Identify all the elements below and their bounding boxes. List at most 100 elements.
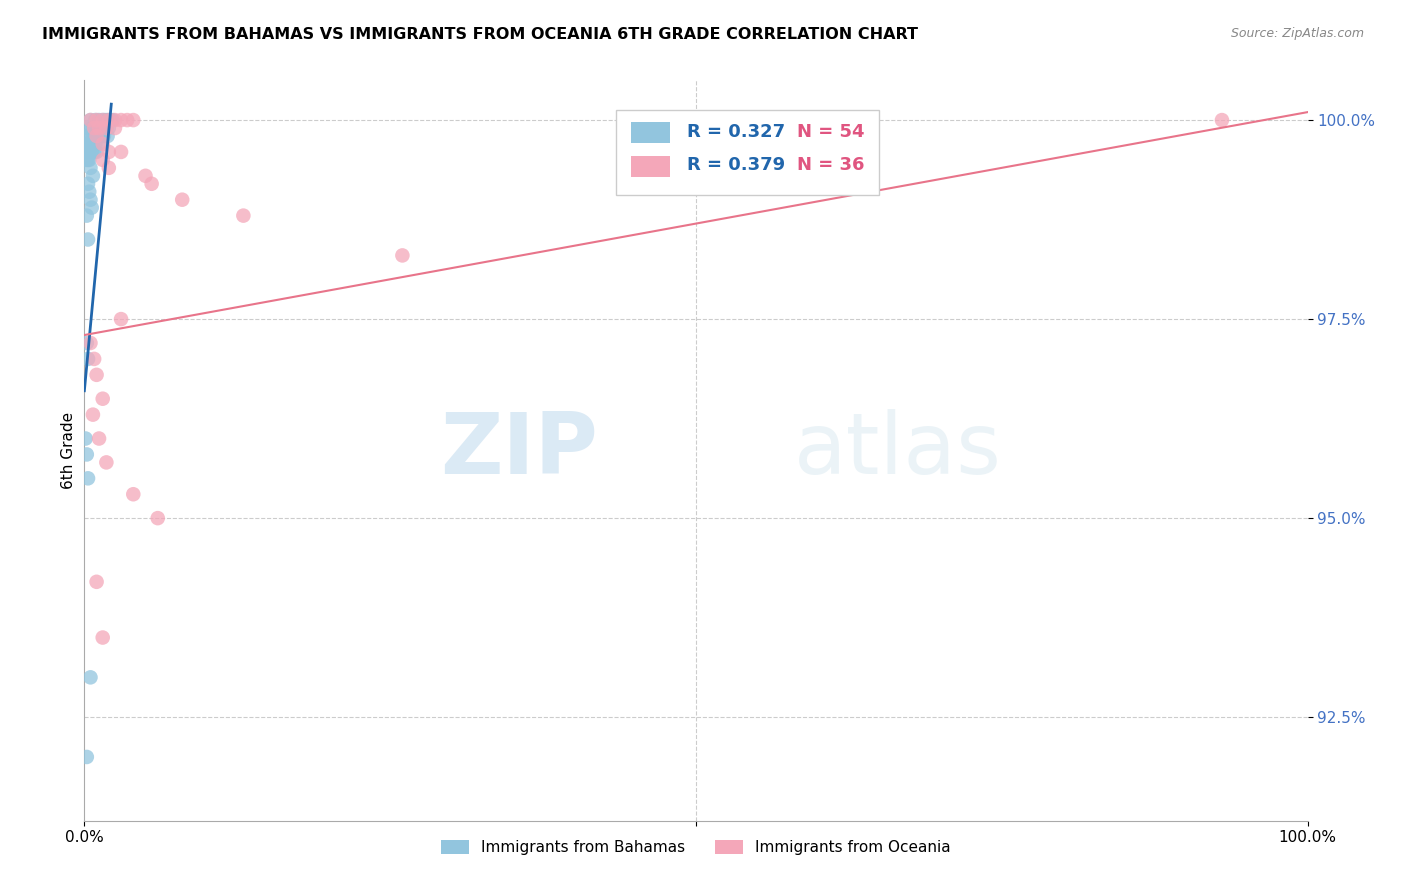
Point: [96, 455, 118, 469]
Bar: [631, 122, 671, 144]
Point: [91, 113, 114, 128]
Bar: [631, 156, 671, 177]
Point: [76, 336, 98, 351]
Point: [104, 113, 127, 128]
Y-axis label: 6th Grade: 6th Grade: [60, 412, 76, 489]
Point: [141, 177, 163, 191]
Point: [79, 670, 101, 684]
Point: [83, 121, 105, 136]
Point: [135, 169, 157, 183]
Point: [91, 392, 114, 406]
Point: [83, 351, 105, 366]
Point: [391, 248, 413, 262]
Point: [75, 432, 97, 446]
Point: [77, 153, 100, 167]
Point: [89, 121, 111, 136]
Text: IMMIGRANTS FROM BAHAMAS VS IMMIGRANTS FROM OCEANIA 6TH GRADE CORRELATION CHART: IMMIGRANTS FROM BAHAMAS VS IMMIGRANTS FR…: [42, 27, 918, 42]
Point: [87, 432, 110, 446]
Point: [76, 447, 98, 461]
Point: [110, 113, 132, 128]
Point: [97, 145, 120, 159]
Point: [172, 193, 194, 207]
Point: [232, 209, 254, 223]
Point: [84, 136, 107, 151]
Point: [77, 145, 100, 159]
Point: [76, 209, 98, 223]
Point: [77, 471, 100, 485]
Point: [86, 121, 108, 136]
Point: [86, 128, 108, 143]
Point: [82, 128, 104, 143]
Point: [97, 121, 120, 136]
Point: [97, 113, 120, 128]
Point: [110, 145, 132, 159]
Point: [115, 113, 138, 128]
Point: [80, 201, 103, 215]
Text: Source: ZipAtlas.com: Source: ZipAtlas.com: [1230, 27, 1364, 40]
Point: [97, 128, 120, 143]
Point: [77, 136, 100, 151]
Point: [84, 113, 107, 128]
Point: [87, 136, 110, 151]
Point: [77, 153, 100, 167]
Point: [80, 145, 103, 159]
Text: N = 54: N = 54: [797, 123, 865, 141]
Text: R = 0.327: R = 0.327: [688, 123, 786, 141]
Point: [91, 136, 114, 151]
Point: [79, 113, 101, 128]
Text: atlas: atlas: [794, 409, 1002, 492]
Text: N = 36: N = 36: [797, 156, 865, 175]
Point: [98, 113, 121, 128]
Point: [76, 145, 98, 159]
Point: [79, 193, 101, 207]
Point: [79, 136, 101, 151]
Point: [90, 128, 112, 143]
Point: [83, 145, 105, 159]
Point: [76, 750, 98, 764]
Point: [122, 487, 145, 501]
Point: [82, 169, 104, 183]
Point: [1211, 113, 1233, 128]
Point: [83, 121, 105, 136]
Point: [77, 232, 100, 246]
Point: [79, 113, 101, 128]
Point: [96, 121, 118, 136]
Point: [86, 145, 108, 159]
Point: [76, 153, 98, 167]
Point: [91, 113, 114, 128]
Point: [91, 631, 114, 645]
Point: [79, 161, 101, 175]
Point: [87, 121, 110, 136]
Point: [84, 128, 107, 143]
Point: [76, 128, 98, 143]
Point: [82, 136, 104, 151]
Point: [101, 113, 124, 128]
Point: [86, 368, 108, 382]
Point: [91, 153, 114, 167]
Point: [86, 574, 108, 589]
Point: [110, 312, 132, 326]
Point: [93, 128, 115, 143]
Point: [97, 161, 120, 175]
Point: [77, 121, 100, 136]
Point: [146, 511, 169, 525]
Point: [97, 113, 120, 128]
Point: [87, 113, 110, 128]
Point: [77, 185, 100, 199]
Point: [77, 128, 100, 143]
Point: [104, 121, 127, 136]
Point: [80, 121, 103, 136]
Point: [82, 408, 104, 422]
Point: [94, 113, 117, 128]
Point: [77, 177, 100, 191]
Point: [76, 136, 98, 151]
Point: [86, 113, 108, 128]
Text: ZIP: ZIP: [440, 409, 598, 492]
Text: R = 0.379: R = 0.379: [688, 156, 786, 175]
Point: [77, 145, 100, 159]
Point: [96, 121, 118, 136]
Bar: [616, 110, 880, 195]
Point: [93, 121, 115, 136]
Point: [79, 336, 101, 351]
Point: [77, 351, 100, 366]
